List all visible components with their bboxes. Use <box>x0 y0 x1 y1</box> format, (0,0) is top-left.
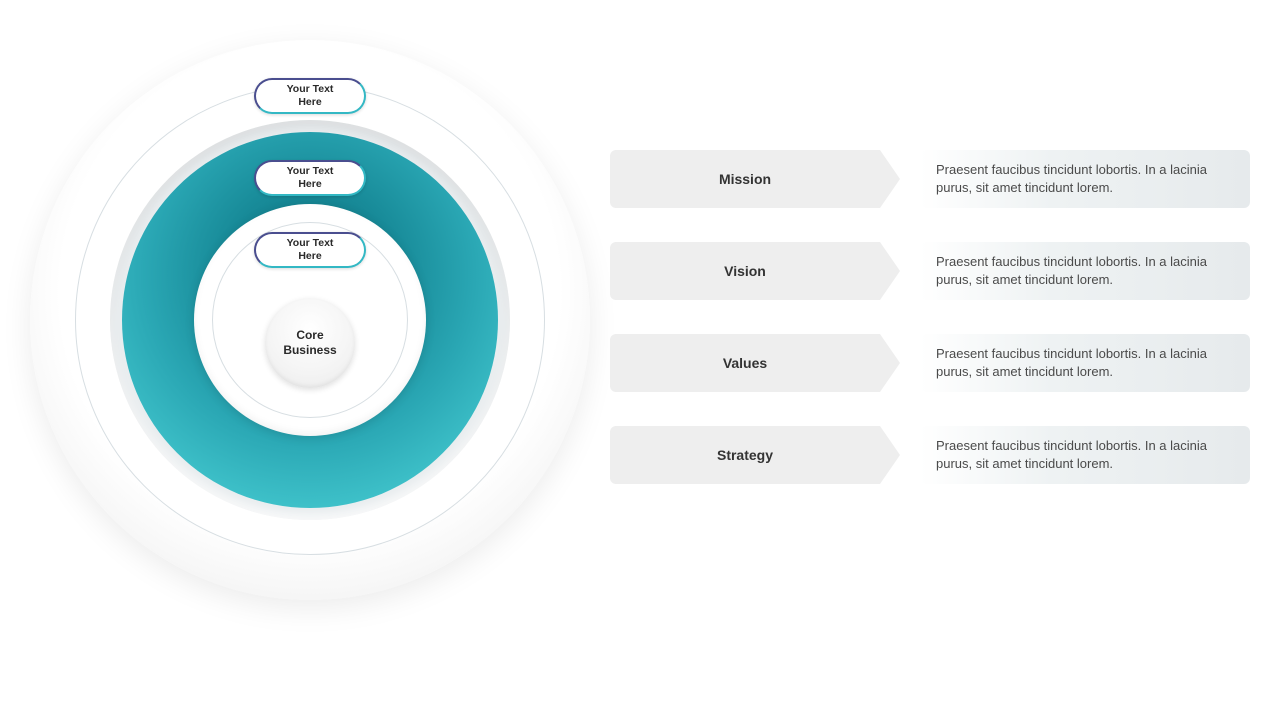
row-desc-text: Praesent faucibus tincidunt lobortis. In… <box>936 437 1234 472</box>
row-label-text: Strategy <box>717 447 773 463</box>
pill-inner-label: Your TextHere <box>287 237 334 262</box>
concentric-diagram: CoreBusiness Your TextHere Your TextHere… <box>30 40 590 600</box>
core-circle: CoreBusiness <box>265 298 355 388</box>
item-list: Mission Praesent faucibus tincidunt lobo… <box>610 150 1250 518</box>
row-label-wrap: Strategy <box>610 426 900 484</box>
list-row: Vision Praesent faucibus tincidunt lobor… <box>610 242 1250 300</box>
row-desc: Praesent faucibus tincidunt lobortis. In… <box>920 426 1250 484</box>
row-label-wrap: Mission <box>610 150 900 208</box>
row-label: Vision <box>610 242 880 300</box>
row-label-wrap: Vision <box>610 242 900 300</box>
pill-middle: Your TextHere <box>254 160 366 196</box>
row-label-wrap: Values <box>610 334 900 392</box>
slide-canvas: CoreBusiness Your TextHere Your TextHere… <box>0 0 1280 720</box>
pill-inner: Your TextHere <box>254 232 366 268</box>
row-label-text: Vision <box>724 263 766 279</box>
row-desc-text: Praesent faucibus tincidunt lobortis. In… <box>936 161 1234 196</box>
row-desc: Praesent faucibus tincidunt lobortis. In… <box>920 334 1250 392</box>
pill-middle-label: Your TextHere <box>287 165 334 190</box>
row-label: Mission <box>610 150 880 208</box>
row-desc-text: Praesent faucibus tincidunt lobortis. In… <box>936 345 1234 380</box>
row-desc-text: Praesent faucibus tincidunt lobortis. In… <box>936 253 1234 288</box>
row-label-text: Values <box>723 355 767 371</box>
row-arrow-icon <box>880 150 900 208</box>
row-arrow-icon <box>880 334 900 392</box>
list-row: Mission Praesent faucibus tincidunt lobo… <box>610 150 1250 208</box>
row-desc: Praesent faucibus tincidunt lobortis. In… <box>920 150 1250 208</box>
row-desc: Praesent faucibus tincidunt lobortis. In… <box>920 242 1250 300</box>
core-label: CoreBusiness <box>283 328 336 358</box>
row-label: Strategy <box>610 426 880 484</box>
row-arrow-icon <box>880 242 900 300</box>
row-arrow-icon <box>880 426 900 484</box>
row-label: Values <box>610 334 880 392</box>
row-label-text: Mission <box>719 171 771 187</box>
pill-outer: Your TextHere <box>254 78 366 114</box>
list-row: Strategy Praesent faucibus tincidunt lob… <box>610 426 1250 484</box>
pill-outer-label: Your TextHere <box>287 83 334 108</box>
list-row: Values Praesent faucibus tincidunt lobor… <box>610 334 1250 392</box>
